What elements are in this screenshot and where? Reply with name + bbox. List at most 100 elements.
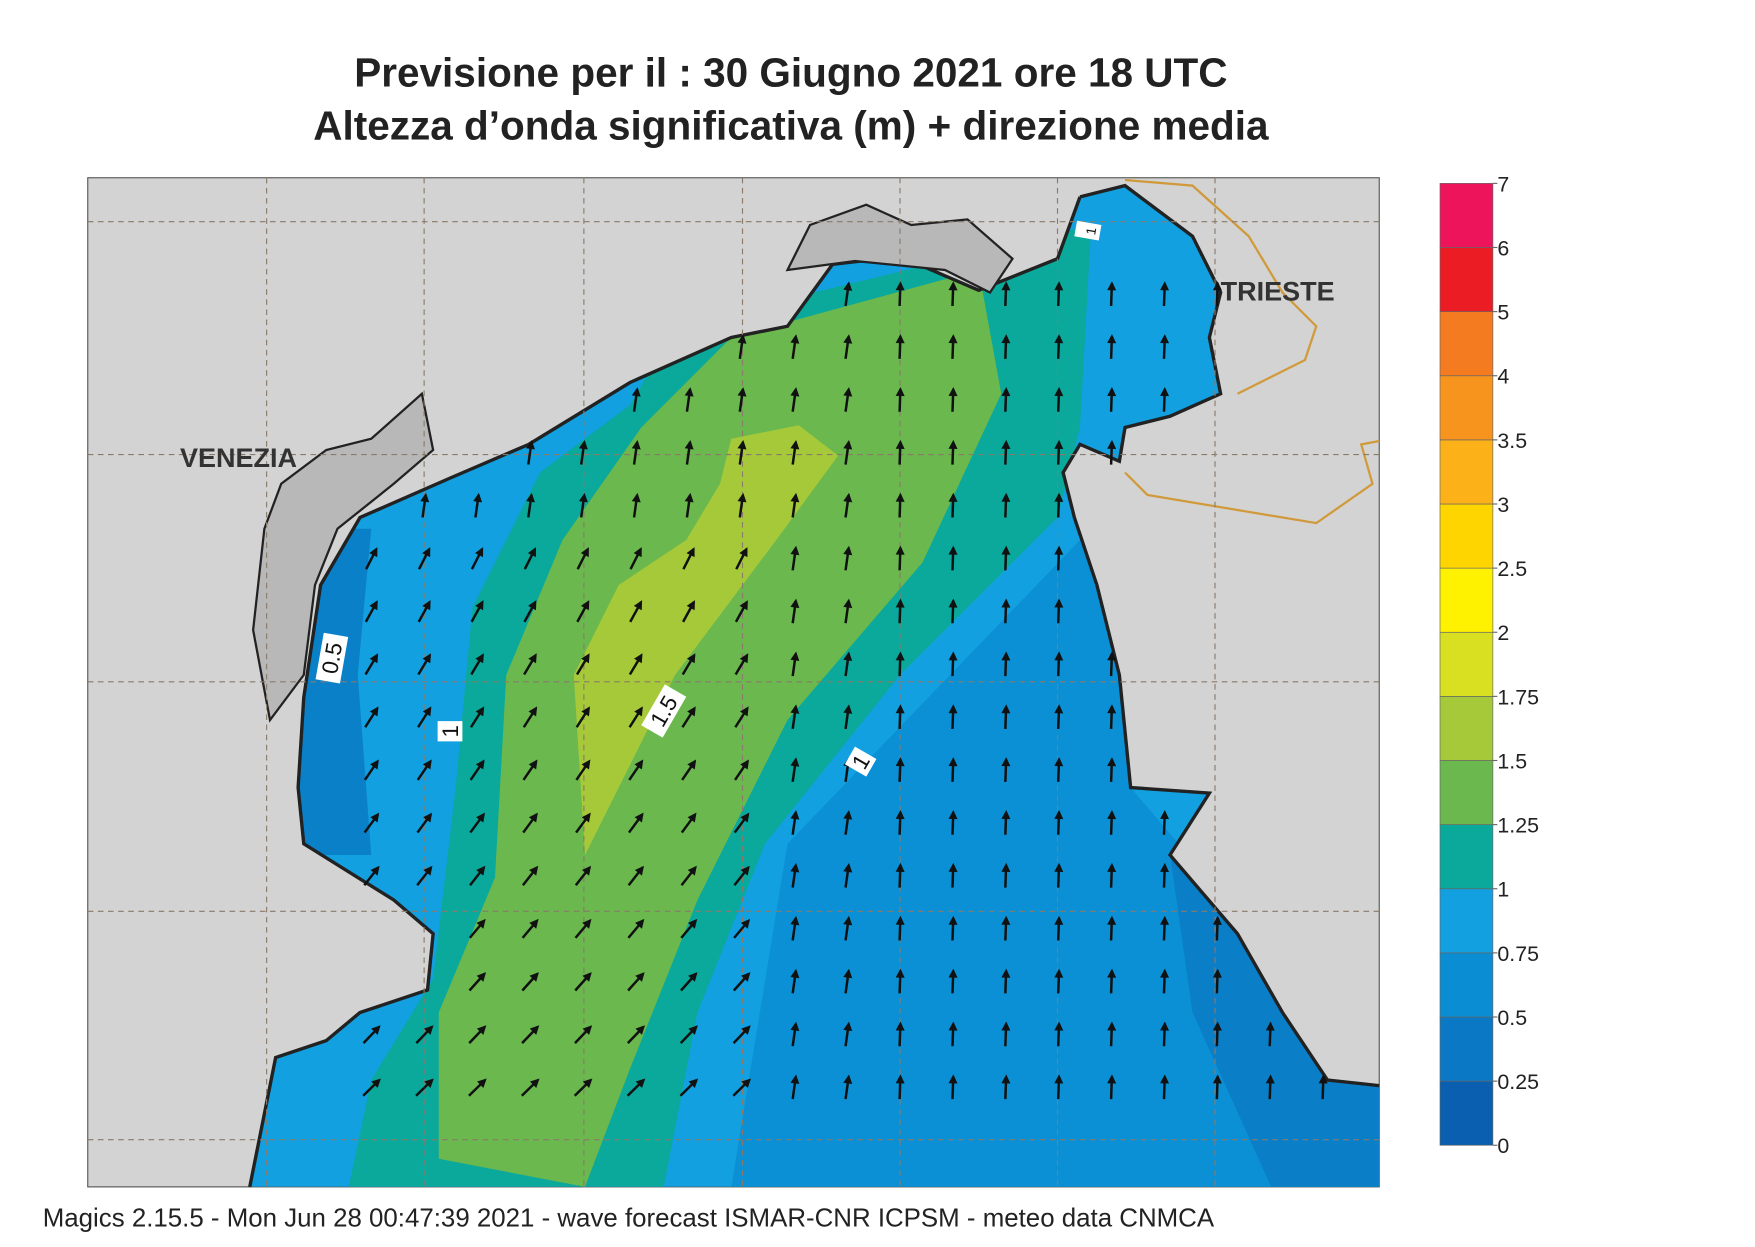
arrow [468, 1078, 487, 1097]
arrow-head [423, 812, 433, 823]
arrow [522, 759, 538, 781]
arrow [1318, 1074, 1328, 1100]
arrow [733, 918, 751, 939]
arrow [684, 492, 694, 518]
arrow-head [477, 1078, 487, 1088]
arrow-head [948, 862, 958, 873]
place-label: VENEZIA [180, 443, 297, 473]
arrow-head [684, 440, 694, 450]
arrow [523, 653, 537, 676]
arrow [1054, 281, 1064, 307]
arrow-head [1212, 281, 1222, 291]
arrow [733, 759, 750, 781]
arrow-head [1160, 862, 1170, 873]
arrow [417, 600, 431, 623]
colorbar-swatch [1439, 183, 1494, 248]
arrow [682, 547, 695, 570]
arrow [1054, 810, 1064, 835]
graticule-line [87, 177, 1380, 1187]
arrow-head [843, 334, 853, 344]
arrow-head [1107, 810, 1117, 820]
arrow [631, 492, 641, 518]
contour-label-bg [315, 632, 349, 684]
arrow-head [790, 492, 800, 503]
arrow-head [1160, 1021, 1170, 1031]
arrow-head [1001, 334, 1011, 344]
arrow-head [737, 387, 747, 397]
title-line: Altezza d’onda significativa (m) + direz… [313, 103, 1269, 149]
arrow [843, 334, 853, 359]
arrow [627, 972, 645, 992]
arrow-head [1001, 757, 1011, 767]
arrow-head [895, 598, 905, 608]
arrow [895, 968, 905, 994]
arrow [629, 600, 643, 623]
arrow [628, 759, 644, 781]
colorbar-swatch [1439, 888, 1494, 954]
arrow [363, 865, 380, 886]
colorbar-label: 0 [1497, 1134, 1509, 1158]
arrow [1001, 862, 1011, 888]
arrow-head [1054, 598, 1064, 608]
arrow-head [1160, 334, 1170, 344]
arrow [843, 387, 853, 412]
arrow [1001, 968, 1011, 994]
arrow [416, 865, 433, 886]
arrow-head [790, 757, 800, 767]
arrow-head [895, 704, 905, 714]
colorbar-label: 0.25 [1497, 1070, 1539, 1094]
arrow [628, 653, 643, 676]
arrow [626, 1025, 645, 1044]
arrow-head [843, 968, 853, 979]
arrow-head [528, 653, 537, 664]
arrow-head [476, 812, 485, 823]
wave-field [1170, 855, 1380, 1187]
arrow [628, 706, 643, 728]
arrow-head [790, 387, 800, 397]
arrow-head [581, 653, 590, 664]
arrow [843, 598, 853, 624]
arrow-head [1212, 1021, 1222, 1031]
arrow-head [635, 918, 645, 929]
arrow-head [526, 440, 535, 450]
arrow [948, 334, 958, 359]
arrow [1001, 281, 1011, 307]
arrow [843, 492, 853, 518]
graticule [87, 177, 1380, 1187]
arrow [1107, 1074, 1117, 1100]
arrow [576, 547, 589, 570]
arrow [1160, 281, 1170, 307]
arrow-head [528, 759, 538, 770]
arrow-head [1054, 862, 1064, 873]
arrow-head [741, 1025, 751, 1035]
arrow-head [635, 972, 645, 982]
arrow-head [895, 492, 905, 502]
arrow [416, 812, 433, 834]
arrow-head [476, 972, 487, 982]
arrow [790, 387, 800, 412]
arrow-head [895, 387, 905, 397]
arrow [469, 812, 485, 834]
arrow-head [582, 1078, 593, 1088]
arrow-head [422, 600, 431, 611]
arrow [1160, 1074, 1170, 1100]
arrow-head [948, 704, 958, 714]
arrow [473, 492, 483, 518]
arrow [1107, 1021, 1117, 1047]
arrow-head [1001, 651, 1011, 661]
arrow-head [475, 653, 484, 664]
arrow [470, 547, 484, 570]
arrow-head [1001, 439, 1011, 450]
arrow [843, 915, 853, 941]
arrow [574, 918, 592, 939]
arrow [576, 600, 590, 623]
colorbar-swatch [1439, 1080, 1494, 1146]
arrow-head [895, 1021, 905, 1031]
arrow-head [1001, 915, 1011, 925]
arrow [790, 1021, 800, 1047]
arrow-head [528, 706, 538, 717]
contour-label-box: 1 [437, 721, 463, 742]
arrow [948, 598, 958, 624]
arrow-head [790, 545, 800, 556]
arrow-head [581, 706, 591, 717]
